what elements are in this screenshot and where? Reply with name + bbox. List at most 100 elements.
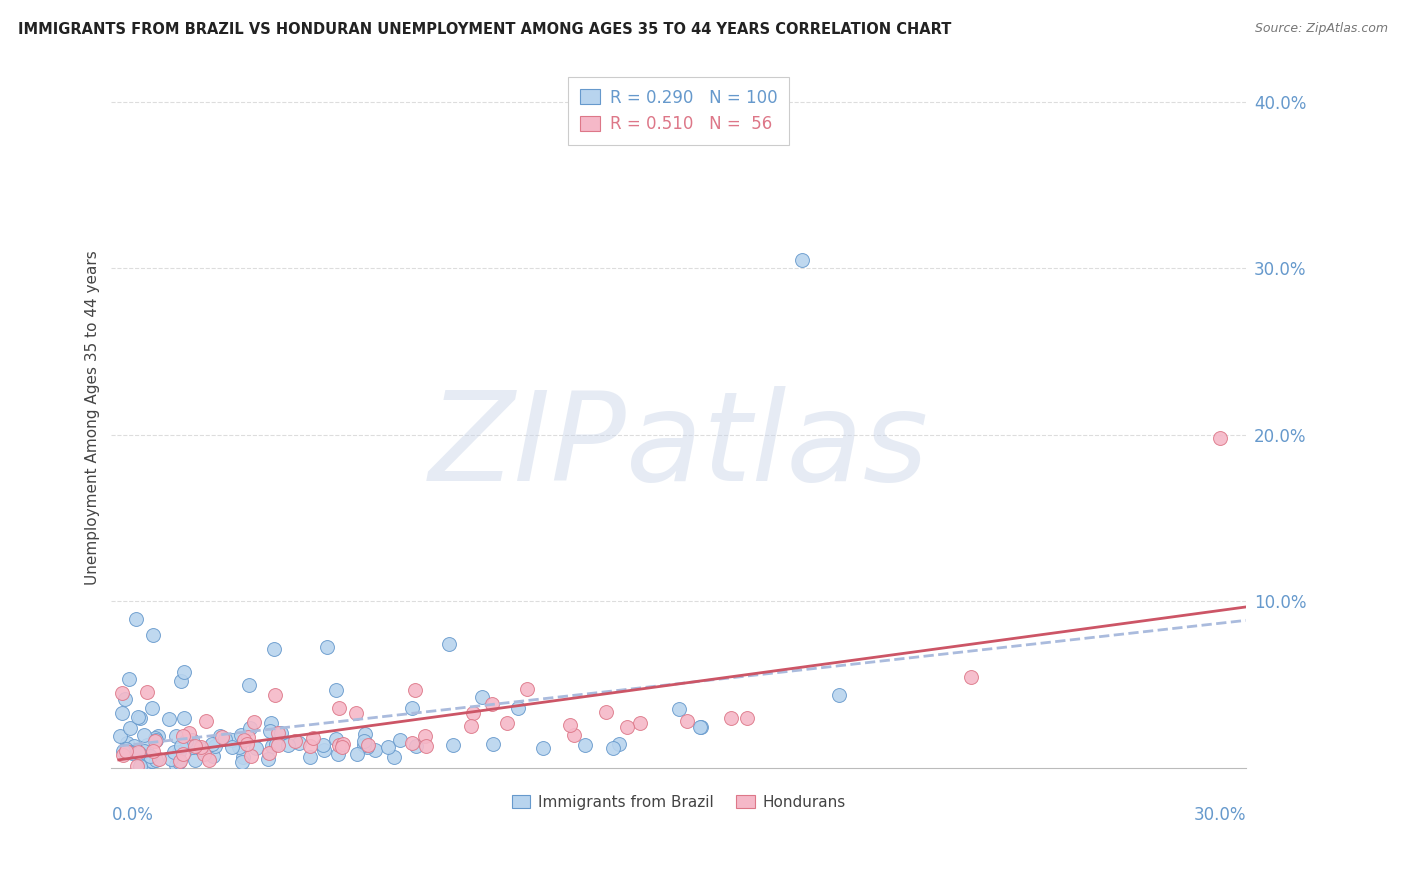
Text: IMMIGRANTS FROM BRAZIL VS HONDURAN UNEMPLOYMENT AMONG AGES 35 TO 44 YEARS CORREL: IMMIGRANTS FROM BRAZIL VS HONDURAN UNEMP… xyxy=(18,22,952,37)
Point xyxy=(353,734,375,748)
Point xyxy=(145,733,167,747)
Point xyxy=(628,716,651,731)
Point xyxy=(143,734,166,748)
Point xyxy=(179,725,201,739)
Point xyxy=(735,711,758,725)
Point xyxy=(112,747,135,762)
Point xyxy=(142,744,165,758)
Y-axis label: Unemployment Among Ages 35 to 44 years: Unemployment Among Ages 35 to 44 years xyxy=(86,251,100,585)
Point xyxy=(127,710,149,724)
Point xyxy=(132,728,155,742)
Point xyxy=(299,739,322,754)
Point xyxy=(668,702,690,716)
Point xyxy=(388,732,411,747)
Point xyxy=(240,748,263,763)
Point xyxy=(531,741,554,756)
Point xyxy=(257,747,280,761)
Point xyxy=(616,720,638,734)
Point xyxy=(405,739,427,754)
Text: ZIPatlas: ZIPatlas xyxy=(429,385,928,507)
Point xyxy=(828,688,851,702)
Point xyxy=(326,747,349,762)
Point xyxy=(301,731,323,745)
Point xyxy=(181,733,204,747)
Point xyxy=(165,758,187,772)
Point xyxy=(332,737,354,751)
Point xyxy=(145,752,167,766)
Point xyxy=(143,731,166,745)
Point xyxy=(471,690,494,704)
Point xyxy=(401,701,423,715)
Point xyxy=(229,728,252,742)
Legend: Immigrants from Brazil, Hondurans: Immigrants from Brazil, Hondurans xyxy=(506,789,852,816)
Point xyxy=(170,739,193,753)
Point xyxy=(121,747,143,761)
Point xyxy=(172,747,194,761)
Point xyxy=(183,753,205,767)
Point xyxy=(115,736,138,750)
Point xyxy=(357,738,380,752)
Point xyxy=(325,683,347,698)
Point xyxy=(242,715,264,730)
Point xyxy=(114,744,136,758)
Point xyxy=(170,674,193,689)
Point xyxy=(184,739,207,753)
Point xyxy=(344,706,367,721)
Point xyxy=(363,743,385,757)
Text: 30.0%: 30.0% xyxy=(1194,806,1246,824)
Point xyxy=(377,739,399,754)
Point xyxy=(353,739,375,753)
Point xyxy=(181,740,204,755)
Text: 0.0%: 0.0% xyxy=(111,806,153,824)
Point xyxy=(169,754,191,768)
Point xyxy=(221,740,243,755)
Point xyxy=(167,744,190,758)
Point xyxy=(172,729,194,743)
Point xyxy=(413,729,436,743)
Text: Source: ZipAtlas.com: Source: ZipAtlas.com xyxy=(1254,22,1388,36)
Point xyxy=(284,734,307,748)
Point xyxy=(245,740,267,755)
Point xyxy=(148,729,170,743)
Point xyxy=(122,739,145,753)
Point xyxy=(267,739,290,753)
Point xyxy=(461,706,484,721)
Point xyxy=(201,749,224,764)
Point xyxy=(118,745,141,759)
Point xyxy=(689,720,711,734)
Point xyxy=(236,730,259,744)
Point xyxy=(141,701,163,715)
Point xyxy=(516,682,538,697)
Point xyxy=(607,737,630,751)
Point xyxy=(190,739,212,754)
Point xyxy=(221,733,243,747)
Point xyxy=(167,755,190,769)
Point xyxy=(482,737,505,751)
Point xyxy=(111,706,134,720)
Point xyxy=(676,714,699,728)
Point xyxy=(162,745,184,759)
Point xyxy=(127,745,149,759)
Point xyxy=(312,743,335,757)
Point xyxy=(481,698,503,712)
Point xyxy=(173,711,195,725)
Point xyxy=(139,749,162,764)
Point xyxy=(174,734,197,748)
Point xyxy=(236,737,259,751)
Point xyxy=(228,740,250,755)
Point xyxy=(165,730,187,744)
Point xyxy=(602,741,624,756)
Point xyxy=(720,711,742,725)
Point xyxy=(209,729,232,743)
Point xyxy=(118,672,141,686)
Point xyxy=(129,759,152,773)
Point xyxy=(259,724,281,739)
Point xyxy=(299,750,322,764)
Point xyxy=(148,752,170,766)
Point xyxy=(128,746,150,760)
Point xyxy=(157,711,180,725)
Point xyxy=(115,742,138,756)
Point xyxy=(263,642,285,657)
Point xyxy=(257,752,280,766)
Point xyxy=(574,738,596,752)
